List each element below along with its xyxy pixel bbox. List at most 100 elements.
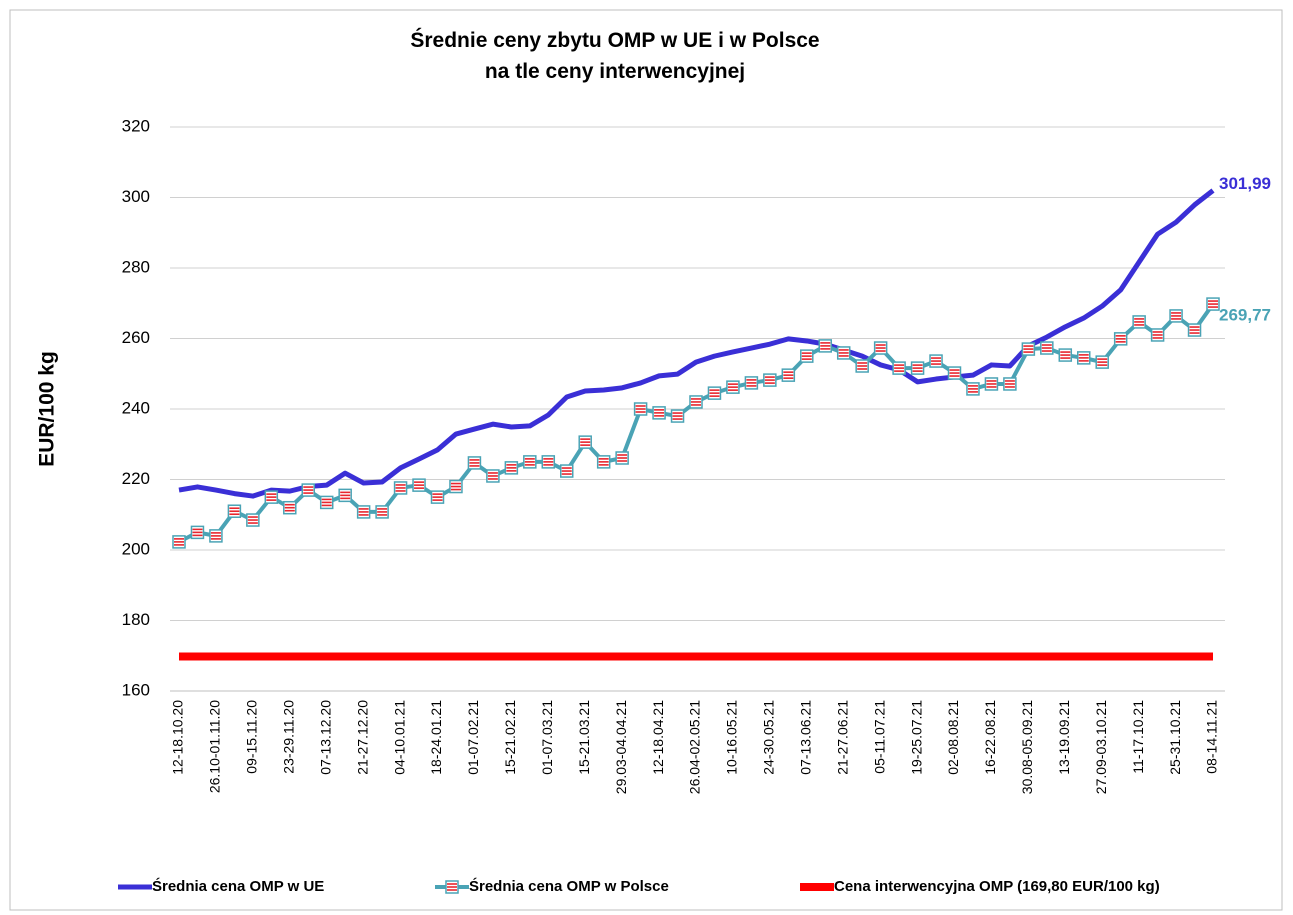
- marker: [375, 505, 389, 519]
- x-tick-label: 01-07.03.21: [539, 700, 555, 775]
- marker: [246, 513, 260, 527]
- marker: [301, 483, 315, 497]
- marker: [670, 409, 685, 423]
- marker: [1095, 355, 1109, 369]
- series-line: [178, 188, 1215, 499]
- marker: [1040, 341, 1054, 355]
- y-tick-label: 320: [122, 116, 150, 135]
- x-tick-label: 16-22.08.21: [982, 700, 998, 775]
- legend-label: Średnia cena OMP w UE: [152, 877, 324, 895]
- marker: [818, 339, 832, 353]
- x-tick-label: 21-27.12.20: [354, 700, 370, 775]
- marker: [1113, 332, 1128, 346]
- marker: [1077, 351, 1091, 365]
- y-tick-label: 200: [122, 539, 150, 558]
- y-tick-label: 300: [122, 187, 150, 206]
- marker: [338, 488, 352, 503]
- marker: [467, 456, 482, 470]
- marker: [1187, 323, 1202, 337]
- marker: [190, 525, 205, 540]
- x-tick-label: 30.08-05.09.21: [1019, 700, 1035, 794]
- marker: [264, 490, 279, 504]
- marker: [966, 382, 980, 396]
- marker: [652, 406, 666, 420]
- marker: [541, 455, 556, 469]
- x-tick-label: 10-16.05.21: [724, 700, 740, 775]
- x-tick-label: 25-31.10.21: [1167, 700, 1183, 775]
- x-tick-label: 05-11.07.21: [871, 700, 887, 774]
- x-tick-label: 11-17.10.21: [1130, 700, 1146, 774]
- legend-marker: [445, 880, 459, 894]
- marker: [393, 481, 408, 495]
- marker: [1206, 297, 1220, 311]
- marker: [596, 455, 611, 469]
- x-tick-label: 24-30.05.21: [761, 700, 777, 775]
- x-tick-label: 04-10.01.21: [391, 700, 407, 775]
- chart-title: na tle ceny interwencyjnej: [485, 60, 745, 83]
- x-tick-label: 27.09-03.10.21: [1093, 700, 1109, 794]
- marker: [560, 464, 574, 478]
- x-tick-label: 26.04-02.05.21: [687, 700, 703, 794]
- marker: [873, 341, 888, 355]
- y-tick-label: 180: [122, 610, 150, 629]
- x-tick-label: 12-18.04.21: [650, 700, 666, 775]
- data-label: 269,77: [1219, 306, 1271, 325]
- marker: [209, 529, 223, 543]
- y-axis-label: EUR/100 kg: [36, 351, 59, 467]
- marker: [283, 500, 297, 515]
- x-tick-label: 07-13.06.21: [797, 700, 813, 775]
- y-tick-label: 220: [122, 469, 150, 488]
- marker: [319, 495, 334, 510]
- marker: [1021, 342, 1036, 356]
- marker: [800, 349, 814, 363]
- x-tick-label: 08-14.11.21: [1204, 700, 1220, 774]
- x-tick-label: 15-21.03.21: [576, 700, 592, 775]
- y-tick-label: 240: [122, 398, 150, 417]
- y-tick-label: 160: [122, 680, 150, 699]
- marker: [1058, 348, 1073, 362]
- x-tick-label: 07-13.12.20: [317, 700, 333, 775]
- x-tick-label: 29.03-04.04.21: [613, 700, 629, 794]
- x-tick-label: 23-29.11.20: [280, 700, 296, 774]
- marker: [633, 402, 648, 416]
- chart-title: Średnie ceny zbytu OMP w UE i w Polsce: [410, 28, 819, 52]
- marker: [947, 366, 962, 380]
- x-tick-label: 02-08.08.21: [945, 700, 961, 775]
- marker: [1169, 309, 1183, 323]
- marker: [356, 505, 371, 519]
- marker: [910, 361, 925, 375]
- x-tick-label: 09-15.11.20: [244, 700, 260, 774]
- marker: [836, 346, 851, 360]
- marker: [1003, 377, 1017, 391]
- x-tick-label: 26.10-01.11.20: [207, 700, 223, 793]
- marker: [707, 386, 722, 400]
- legend-label: Średnia cena OMP w Polsce: [469, 877, 669, 895]
- marker: [984, 377, 999, 391]
- marker: [227, 504, 242, 518]
- marker: [1132, 315, 1146, 329]
- data-label: 301,99: [1219, 174, 1271, 193]
- marker: [578, 435, 592, 449]
- marker: [726, 380, 740, 394]
- x-tick-label: 13-19.09.21: [1056, 700, 1072, 775]
- x-tick-label: 19-25.07.21: [908, 700, 924, 775]
- marker: [523, 455, 537, 469]
- marker: [412, 478, 426, 492]
- marker: [781, 368, 796, 382]
- marker: [892, 361, 906, 375]
- x-tick-label: 12-18.10.20: [170, 700, 186, 775]
- x-tick-label: 15-21.02.21: [502, 700, 518, 775]
- x-tick-label: 01-07.02.21: [465, 700, 481, 775]
- marker: [172, 535, 186, 549]
- marker: [744, 376, 759, 390]
- x-tick-label: 18-24.01.21: [428, 700, 444, 775]
- marker: [929, 354, 943, 368]
- marker: [1150, 328, 1165, 342]
- y-tick-label: 260: [122, 328, 150, 347]
- legend-label: Cena interwencyjna OMP (169,80 EUR/100 k…: [834, 878, 1160, 895]
- marker: [689, 395, 703, 409]
- marker: [504, 461, 519, 475]
- x-tick-label: 21-27.06.21: [834, 700, 850, 775]
